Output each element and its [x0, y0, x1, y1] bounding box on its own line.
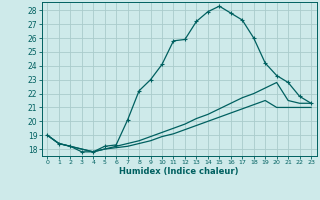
X-axis label: Humidex (Indice chaleur): Humidex (Indice chaleur): [119, 167, 239, 176]
